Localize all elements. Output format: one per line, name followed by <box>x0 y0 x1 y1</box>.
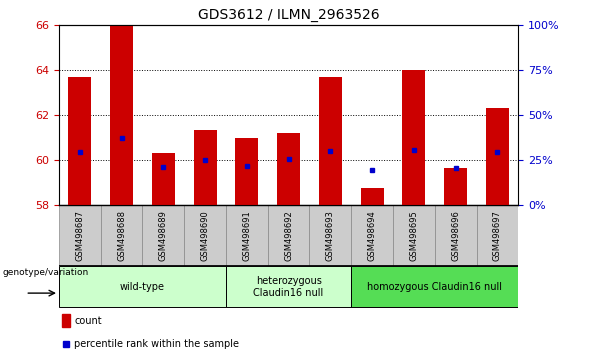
Bar <box>435 205 477 266</box>
Bar <box>110 25 133 205</box>
Bar <box>268 205 309 266</box>
Bar <box>236 138 259 205</box>
Title: GDS3612 / ILMN_2963526: GDS3612 / ILMN_2963526 <box>198 8 379 22</box>
Bar <box>62 314 70 327</box>
Bar <box>393 205 435 266</box>
Bar <box>477 205 518 266</box>
Bar <box>486 108 509 205</box>
Bar <box>319 77 342 205</box>
Bar <box>59 266 226 307</box>
Text: GSM498695: GSM498695 <box>409 210 418 261</box>
Bar <box>68 77 91 205</box>
Bar <box>143 205 184 266</box>
Bar <box>101 205 143 266</box>
Text: GSM498696: GSM498696 <box>451 210 460 261</box>
Bar <box>309 205 351 266</box>
Text: percentile rank within the sample: percentile rank within the sample <box>74 339 239 349</box>
Text: count: count <box>74 316 102 326</box>
Text: GSM498693: GSM498693 <box>326 210 335 261</box>
Bar <box>152 153 175 205</box>
Bar <box>226 266 351 307</box>
Text: GSM498689: GSM498689 <box>159 210 168 261</box>
Bar <box>402 70 425 205</box>
Text: GSM498691: GSM498691 <box>242 210 252 261</box>
Bar <box>351 205 393 266</box>
Text: GSM498690: GSM498690 <box>201 210 210 261</box>
Text: GSM498697: GSM498697 <box>493 210 502 261</box>
Text: wild-type: wild-type <box>120 282 165 292</box>
Bar <box>194 130 217 205</box>
Text: genotype/variation: genotype/variation <box>3 268 89 277</box>
Text: homozygous Claudin16 null: homozygous Claudin16 null <box>368 282 502 292</box>
Bar <box>277 133 300 205</box>
Bar <box>351 266 518 307</box>
Text: GSM498687: GSM498687 <box>75 210 84 261</box>
Text: heterozygous
Claudin16 null: heterozygous Claudin16 null <box>253 276 324 298</box>
Bar <box>360 188 383 205</box>
Text: GSM498692: GSM498692 <box>284 210 293 261</box>
Bar <box>226 205 268 266</box>
Bar <box>184 205 226 266</box>
Bar <box>59 205 101 266</box>
Text: GSM498694: GSM498694 <box>368 210 376 261</box>
Text: GSM498688: GSM498688 <box>117 210 126 261</box>
Bar <box>444 168 467 205</box>
